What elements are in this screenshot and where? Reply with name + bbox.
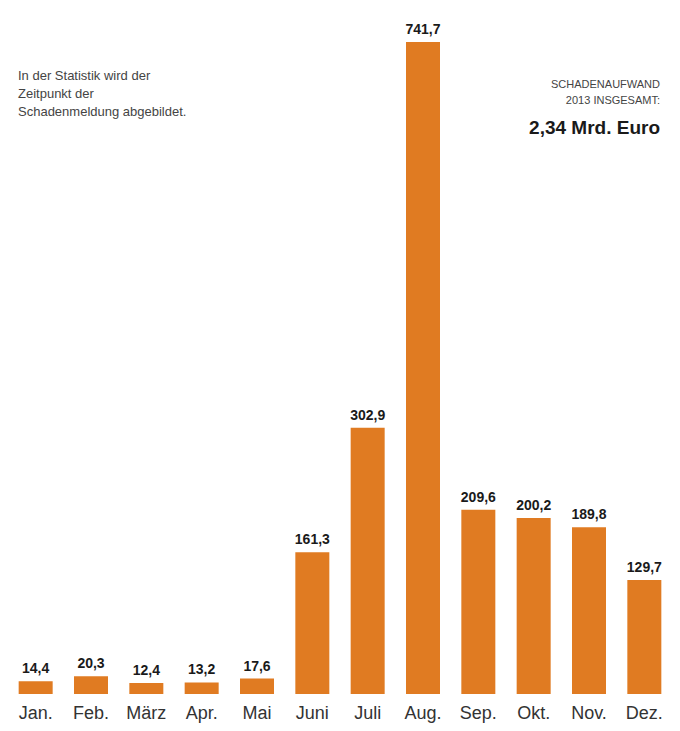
svg-text:129,7: 129,7	[627, 559, 662, 575]
svg-text:302,9: 302,9	[350, 407, 385, 423]
svg-text:Nov.: Nov.	[571, 703, 607, 723]
svg-text:14,4: 14,4	[22, 660, 49, 676]
svg-text:189,8: 189,8	[571, 506, 606, 522]
svg-text:2013 INSGESAMT:: 2013 INSGESAMT:	[566, 94, 660, 106]
svg-text:2,34 Mrd. Euro: 2,34 Mrd. Euro	[529, 117, 660, 138]
svg-text:Feb.: Feb.	[73, 703, 109, 723]
svg-text:Aug.: Aug.	[404, 703, 441, 723]
svg-text:161,3: 161,3	[295, 531, 330, 547]
svg-text:209,6: 209,6	[461, 489, 496, 505]
svg-text:Zeitpunkt der: Zeitpunkt der	[18, 86, 98, 101]
svg-text:Okt.: Okt.	[517, 703, 550, 723]
svg-text:Juni: Juni	[296, 703, 329, 723]
svg-text:Apr.: Apr.	[186, 703, 218, 723]
svg-text:200,2: 200,2	[516, 497, 551, 513]
svg-text:März: März	[126, 703, 166, 723]
svg-text:Dez.: Dez.	[626, 703, 663, 723]
svg-text:741,7: 741,7	[405, 21, 440, 37]
svg-text:12,4: 12,4	[133, 662, 160, 678]
svg-text:Schadenmeldung abgebildet.: Schadenmeldung abgebildet.	[18, 104, 186, 119]
svg-text:In der Statistik wird der: In der Statistik wird der	[18, 68, 154, 83]
svg-text:17,6: 17,6	[243, 658, 270, 674]
svg-text:13,2: 13,2	[188, 661, 215, 677]
svg-text:Jan.: Jan.	[19, 703, 53, 723]
svg-text:Mai: Mai	[242, 703, 271, 723]
svg-text:SCHADENAUFWAND: SCHADENAUFWAND	[551, 78, 660, 90]
svg-text:Juli: Juli	[354, 703, 381, 723]
svg-text:20,3: 20,3	[77, 655, 104, 671]
svg-text:Sep.: Sep.	[460, 703, 497, 723]
